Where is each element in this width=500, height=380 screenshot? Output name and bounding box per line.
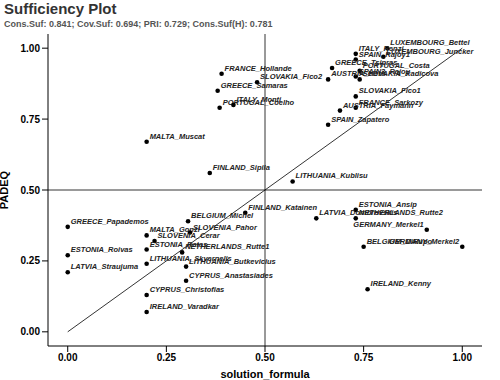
svg-text:0.50: 0.50	[21, 185, 41, 196]
svg-text:LITHUANIA_Kublisu: LITHUANIA_Kublisu	[296, 171, 369, 180]
svg-text:NETHERLANDS_Rutte1: NETHERLANDS_Rutte1	[185, 242, 269, 251]
svg-text:BELGIUM_Michel: BELGIUM_Michel	[191, 211, 254, 220]
svg-text:NETHERLANDS_Rutte2: NETHERLANDS_Rutte2	[359, 208, 444, 217]
svg-text:0.25: 0.25	[157, 352, 177, 363]
svg-text:GREECE_Papademos: GREECE_Papademos	[71, 217, 149, 226]
svg-text:0.50: 0.50	[255, 352, 275, 363]
svg-text:SLOVENIA_Cerar: SLOVENIA_Cerar	[157, 231, 220, 241]
svg-text:ESTONIA_Ansip: ESTONIA_Ansip	[358, 199, 417, 209]
svg-text:IRELAND_Varadkar: IRELAND_Varadkar	[150, 302, 220, 311]
svg-text:SLOVAKIA_Fico1: SLOVAKIA_Fico1	[359, 86, 421, 95]
svg-text:0.00: 0.00	[21, 326, 41, 337]
svg-text:GERMANY_Merkel1: GERMANY_Merkel1	[353, 220, 423, 229]
svg-text:AUSTRIA_Faymann: AUSTRIA_Faymann	[342, 101, 414, 110]
svg-text:GREECE_Tsipras: GREECE_Tsipras	[335, 58, 398, 67]
svg-text:IRELAND_Kenny: IRELAND_Kenny	[371, 279, 432, 288]
svg-text:ITALY_Monti: ITALY_Monti	[236, 95, 282, 104]
svg-text:MALTA_Muscat: MALTA_Muscat	[150, 132, 206, 141]
svg-text:ESTONIA_Roivas: ESTONIA_Roivas	[71, 245, 133, 254]
svg-text:1.00: 1.00	[21, 43, 41, 54]
svg-text:SPAIN_Rajoy1: SPAIN_Rajoy1	[358, 49, 410, 59]
svg-text:1.00: 1.00	[453, 352, 473, 363]
svg-text:BELGIUM_DiRupo: BELGIUM_DiRupo	[367, 237, 433, 246]
svg-text:ITALY_Renzi: ITALY_Renzi	[358, 43, 404, 53]
svg-text:LUXEMBOURG_Bettel: LUXEMBOURG_Bettel	[390, 38, 470, 48]
svg-text:0.25: 0.25	[21, 255, 41, 266]
svg-text:LUXEMBOURG_Juncker: LUXEMBOURG_Juncker	[386, 46, 474, 56]
svg-text:SLOVENIA_Pahor: SLOVENIA_Pahor	[193, 222, 257, 232]
svg-text:SLOVAKIA_Radicova: SLOVAKIA_Radicova	[362, 69, 439, 79]
svg-text:LATVIA_Straujuma: LATVIA_Straujuma	[71, 262, 138, 271]
svg-text:PADEQ: PADEQ	[0, 170, 10, 209]
svg-text:CYPRUS_Christofias: CYPRUS_Christofias	[150, 285, 225, 294]
svg-text:LITHUANIA_Butkevicius: LITHUANIA_Butkevicius	[189, 257, 276, 266]
svg-text:FRANCE_Hollande: FRANCE_Hollande	[224, 63, 292, 73]
svg-text:0.75: 0.75	[21, 114, 41, 125]
html-text:Cons.Suf: 0.841; Cov.Suf: 0.69: Cons.Suf: 0.841; Cov.Suf: 0.694; PRI: 0.…	[4, 19, 273, 29]
svg-text:FINLAND_Sipila: FINLAND_Sipila	[213, 163, 270, 172]
svg-text:ESTONIA_Ratas: ESTONIA_Ratas	[149, 239, 208, 249]
svg-text:0.00: 0.00	[58, 352, 78, 363]
svg-text:SLOVAKIA_Fico2: SLOVAKIA_Fico2	[260, 72, 323, 82]
svg-text:SPAIN_Zapatero: SPAIN_Zapatero	[331, 115, 390, 124]
svg-text:PORTUGAL_Coelho: PORTUGAL_Coelho	[222, 97, 295, 107]
html-text:Sufficiency Plot: Sufficiency Plot	[4, 0, 117, 17]
svg-text:CYPRUS_Anastasiades: CYPRUS_Anastasiades	[189, 271, 273, 280]
svg-text:GREECE_Samaras: GREECE_Samaras	[221, 81, 288, 90]
svg-text:AUSTRIA_Kern: AUSTRIA_Kern	[330, 69, 386, 78]
svg-text:0.75: 0.75	[354, 352, 374, 363]
svg-text:solution_formula: solution_formula	[220, 368, 310, 380]
svg-text:FINLAND_Katainen: FINLAND_Katainen	[248, 203, 317, 212]
